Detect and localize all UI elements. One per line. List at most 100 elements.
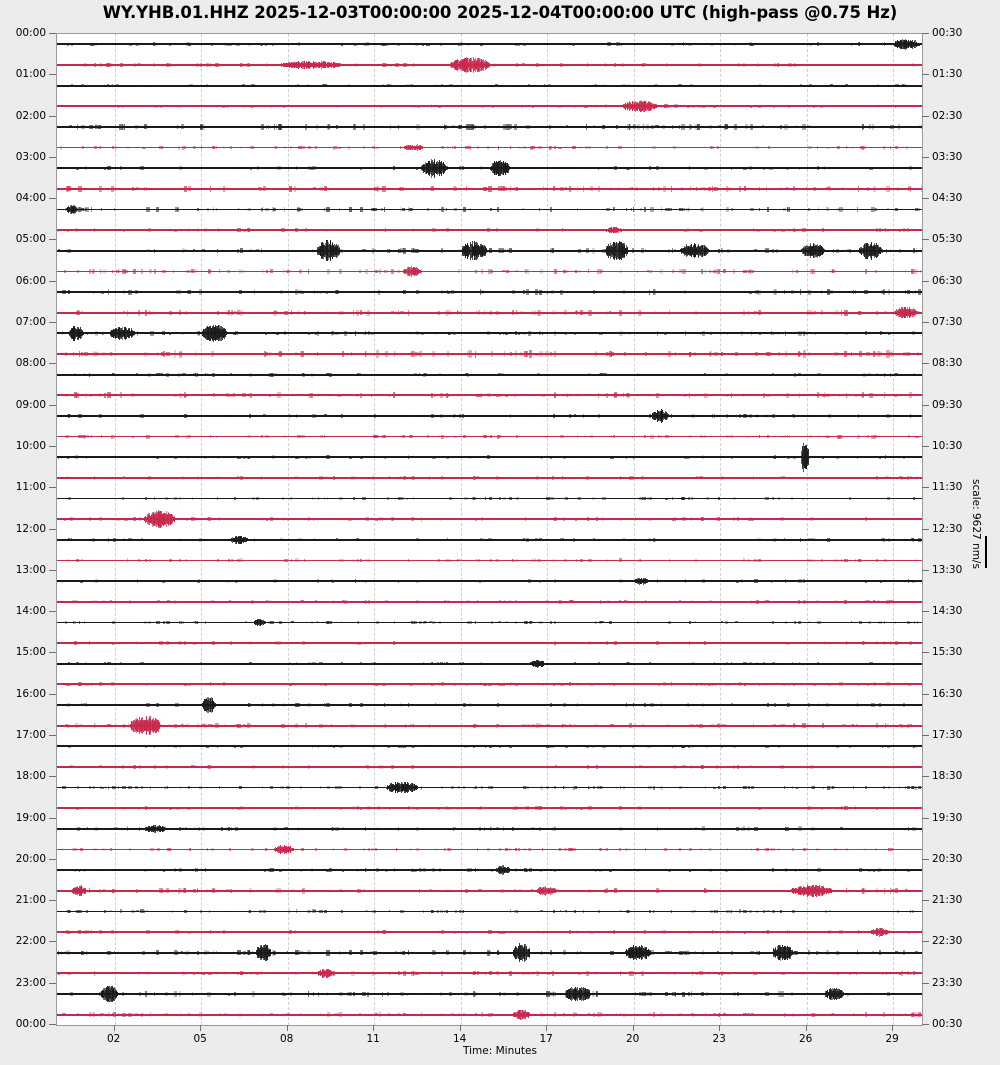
trace-noise (676, 63, 681, 67)
trace-noise (521, 63, 525, 67)
trace-noise (260, 42, 262, 46)
trace-noise (115, 43, 116, 45)
vertical-gridline (374, 34, 376, 1025)
trace-noise (272, 42, 275, 46)
trace-noise (99, 62, 102, 68)
trace-noise (848, 43, 852, 46)
trace-noise (364, 42, 367, 46)
trace-noise (863, 64, 866, 66)
trace-noise (210, 42, 213, 46)
trace-noise (264, 42, 268, 46)
trace-noise (767, 64, 770, 66)
trace-noise (132, 43, 136, 46)
trace-noise (819, 64, 822, 66)
trace-noise (622, 43, 624, 46)
vertical-gridline (893, 34, 895, 1025)
trace-noise (85, 63, 87, 67)
trace-noise (337, 43, 341, 46)
trace-noise (854, 63, 858, 67)
trace-noise (749, 42, 753, 47)
trace-noise (869, 43, 874, 45)
trace-row (57, 34, 922, 1025)
trace-noise (191, 63, 194, 67)
trace-noise (90, 42, 94, 47)
trace-noise (66, 42, 70, 46)
trace-noise (148, 43, 152, 46)
trace-noise (415, 42, 419, 47)
trace-noise (247, 63, 251, 67)
trace-noise (164, 43, 168, 46)
trace-noise (388, 43, 390, 46)
trace-noise (882, 63, 886, 66)
trace-noise (412, 63, 415, 67)
trace-noise (240, 63, 243, 67)
trace-noise (65, 43, 67, 45)
trace-noise (236, 43, 240, 46)
trace-noise (457, 43, 461, 46)
trace-noise (697, 62, 701, 68)
trace-noise (569, 43, 573, 45)
trace-noise (165, 62, 169, 68)
trace-noise (824, 63, 826, 67)
trace-noise (515, 43, 517, 46)
trace-noise (688, 43, 693, 46)
trace-noise (473, 43, 476, 46)
trace-noise (381, 42, 385, 47)
trace-noise (151, 64, 154, 66)
trace-noise (569, 43, 574, 46)
trace-noise (836, 43, 839, 45)
trace-noise (583, 64, 584, 66)
trace-noise (821, 43, 826, 45)
trace-noise (620, 64, 622, 66)
trace-noise (862, 43, 867, 45)
trace-noise (383, 63, 387, 67)
trace-noise (649, 63, 653, 67)
trace-noise (396, 42, 401, 47)
trace-noise (517, 43, 522, 46)
trace-noise (74, 64, 76, 66)
trace-noise (624, 63, 629, 67)
trace-noise (167, 63, 171, 67)
trace-layer (57, 34, 922, 1025)
plot-area (56, 33, 923, 1026)
trace-noise (123, 43, 125, 45)
vertical-gridline (287, 34, 289, 1025)
trace-noise (444, 43, 448, 46)
vertical-gridline (720, 34, 722, 1025)
trace-noise (84, 63, 86, 67)
trace-noise (228, 43, 232, 46)
trace-noise (514, 64, 516, 66)
trace-noise (761, 43, 766, 46)
trace-noise (646, 43, 647, 46)
trace-noise (402, 43, 407, 46)
grid-layer (57, 34, 922, 1025)
trace-noise (188, 63, 192, 67)
trace-noise (594, 64, 597, 66)
trace-noise (356, 42, 357, 46)
trace-noise (783, 64, 787, 66)
trace-noise (605, 64, 609, 66)
trace-noise (99, 43, 101, 45)
trace-noise (78, 63, 81, 66)
trace-noise (149, 63, 152, 67)
trace-noise (737, 63, 739, 67)
trace-noise (842, 64, 846, 66)
trace-noise (914, 64, 917, 66)
trace-noise (617, 43, 620, 45)
trace-noise (596, 64, 600, 66)
trace-noise (476, 43, 480, 46)
trace-noise (807, 64, 811, 66)
trace-noise (505, 43, 507, 46)
trace-noise (579, 43, 582, 46)
trace-noise (238, 42, 240, 46)
trace-noise (609, 63, 613, 67)
trace-noise (128, 42, 133, 46)
trace-noise (386, 42, 389, 46)
trace-noise (374, 64, 378, 66)
trace-noise (258, 43, 262, 45)
trace-noise (774, 62, 777, 68)
trace-noise (721, 63, 725, 66)
trace-noise (750, 43, 755, 46)
trace-baseline (57, 43, 922, 46)
